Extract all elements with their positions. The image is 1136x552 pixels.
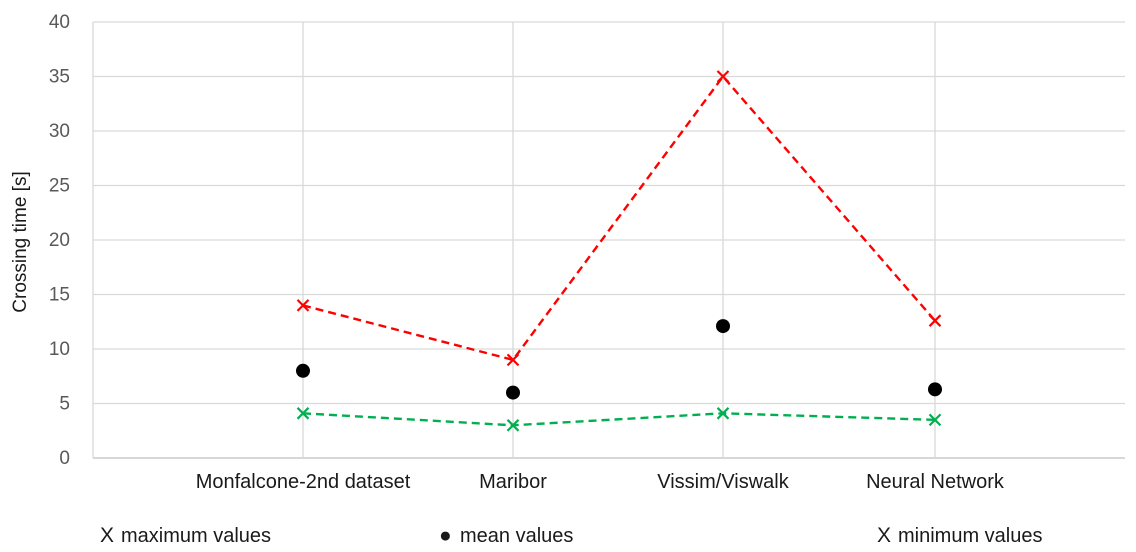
y-tick-label: 25 xyxy=(49,176,70,197)
series-mean-values xyxy=(296,319,942,400)
x-axis-categories: Monfalcone-2nd dataset Maribor Vissim/Visw… xyxy=(196,471,1005,493)
legend-label: maximum values xyxy=(121,525,271,547)
legend-item: ● mean values xyxy=(439,524,573,547)
data-point xyxy=(928,382,942,397)
data-point xyxy=(506,353,520,367)
y-tick-label: 30 xyxy=(49,121,70,142)
data-point xyxy=(296,299,310,312)
data-point xyxy=(928,314,942,327)
y-tick-label: 35 xyxy=(49,67,70,88)
y-axis-title: Crossing time [s] xyxy=(10,171,31,312)
data-point xyxy=(506,385,520,400)
y-tick-label: 10 xyxy=(49,339,70,360)
data-point xyxy=(716,407,730,420)
legend-symbol: X xyxy=(877,524,891,547)
legend-label: mean values xyxy=(460,525,573,547)
series-layer xyxy=(296,70,942,432)
data-point xyxy=(296,363,310,378)
data-point xyxy=(928,413,942,427)
series-line xyxy=(302,412,936,427)
y-tick-label: 5 xyxy=(59,394,70,415)
data-point xyxy=(506,419,520,432)
y-tick-label: 20 xyxy=(49,230,70,251)
legend-symbol: X xyxy=(100,524,114,547)
y-axis-ticks: 0 5 10 15 20 25 30 35 40 xyxy=(49,12,70,469)
gridlines xyxy=(92,21,1125,459)
legend-label: minimum values xyxy=(898,525,1042,547)
x-category-label: Vissim/Viswalk xyxy=(657,471,790,493)
data-point xyxy=(716,319,730,334)
series-maximum-values xyxy=(296,70,942,367)
x-category-label: Monfalcone-2nd dataset xyxy=(196,471,411,493)
legend-symbol: ● xyxy=(439,524,452,547)
x-category-label: Neural Network xyxy=(866,471,1005,493)
y-tick-label: 15 xyxy=(49,285,70,306)
x-category-label: Maribor xyxy=(479,471,547,493)
series-minimum-values xyxy=(296,407,942,432)
y-tick-label: 0 xyxy=(59,448,70,469)
data-point xyxy=(716,70,730,83)
series-line xyxy=(302,74,936,362)
y-tick-label: 40 xyxy=(49,12,70,33)
data-point xyxy=(296,407,310,420)
